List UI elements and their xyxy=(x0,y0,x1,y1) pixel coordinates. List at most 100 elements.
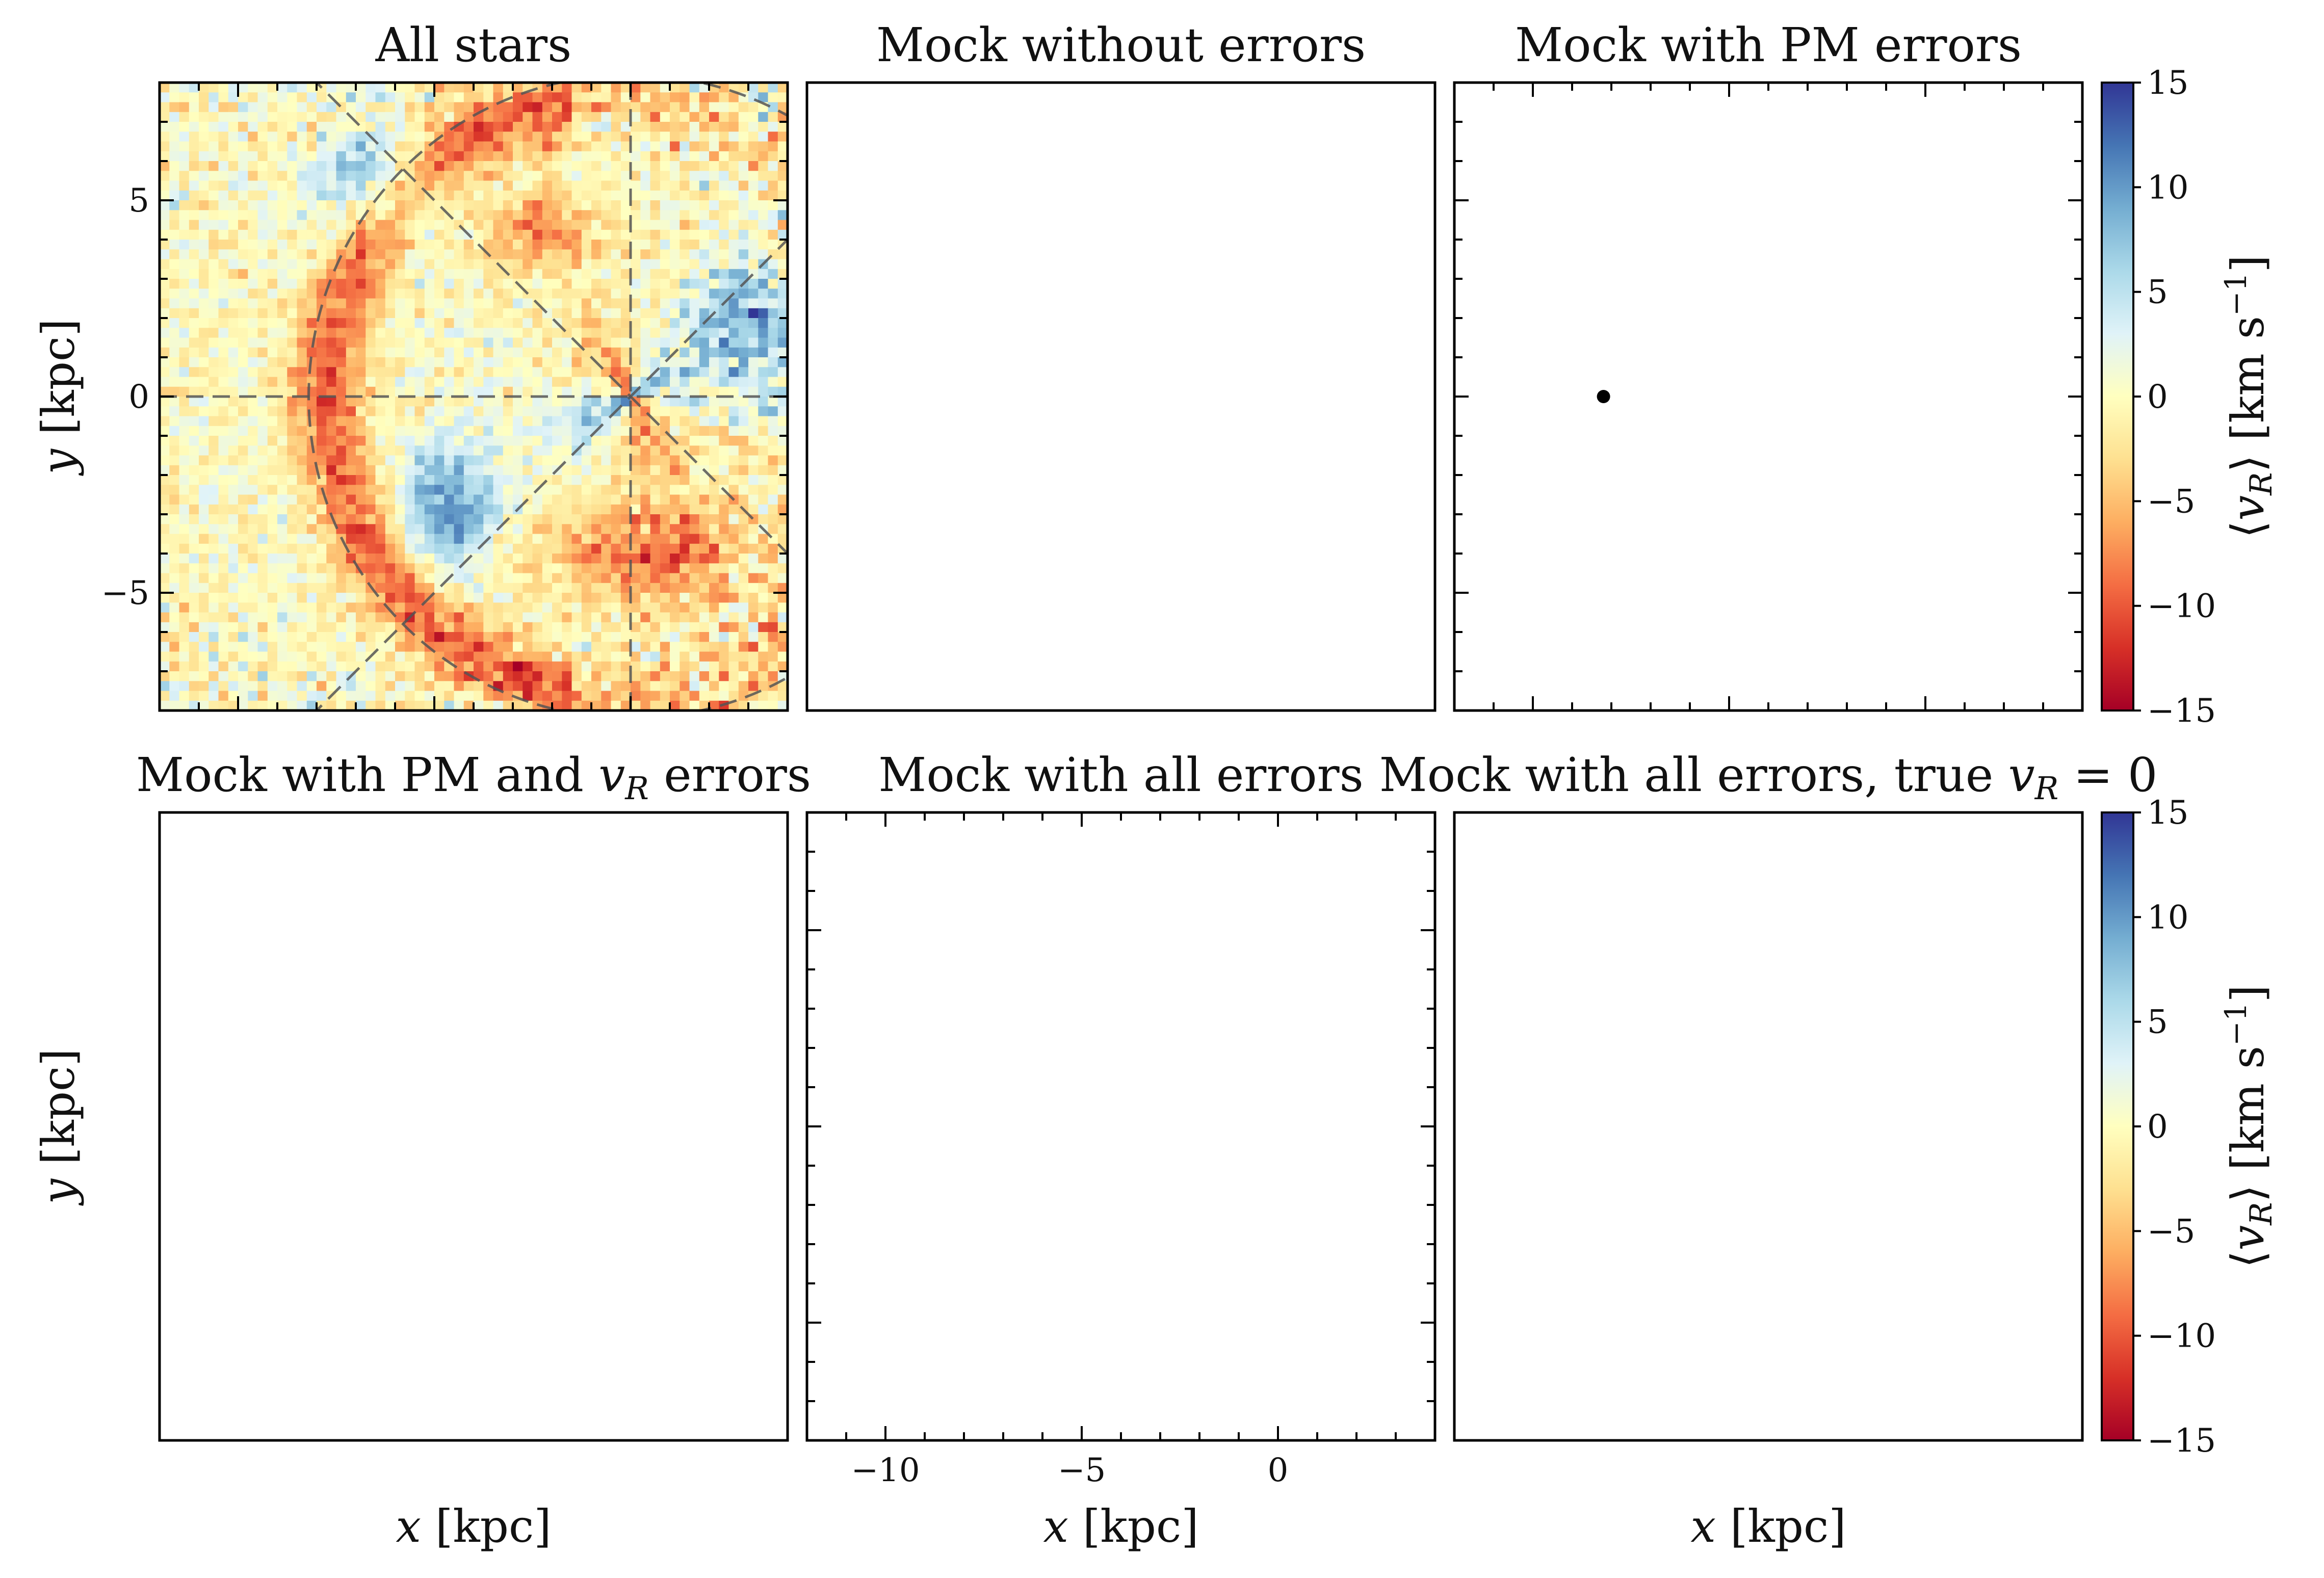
heatmap-cell xyxy=(503,661,513,672)
heatmap-cell xyxy=(719,279,729,289)
heatmap-cell xyxy=(562,337,572,348)
heatmap-cell xyxy=(257,632,268,642)
heatmap-cell xyxy=(277,386,288,397)
heatmap-cell xyxy=(680,180,690,191)
heatmap-cell xyxy=(248,298,258,309)
heatmap-cell xyxy=(640,612,651,623)
heatmap-cell xyxy=(463,465,474,476)
heatmap-cell xyxy=(454,416,464,427)
heatmap-cell xyxy=(267,112,278,122)
heatmap-cell xyxy=(738,288,749,299)
heatmap-cell xyxy=(1974,92,1984,102)
heatmap-cell xyxy=(356,141,366,152)
heatmap-cell xyxy=(218,347,229,358)
heatmap-cell xyxy=(728,347,739,358)
heatmap-cell xyxy=(1739,112,1749,122)
heatmap-cell xyxy=(356,612,366,623)
heatmap-cell xyxy=(670,229,680,240)
heatmap-cell xyxy=(356,308,366,319)
heatmap-cell xyxy=(523,386,533,397)
heatmap-cell xyxy=(169,465,180,476)
heatmap-cell xyxy=(424,200,435,211)
heatmap-cell xyxy=(670,132,680,142)
heatmap-cell xyxy=(699,661,710,672)
heatmap-cell xyxy=(326,465,337,476)
heatmap-cell xyxy=(532,132,543,142)
heatmap-cell xyxy=(532,455,543,466)
heatmap-cell xyxy=(277,367,288,378)
heatmap-cell xyxy=(287,269,298,279)
heatmap-cell xyxy=(444,141,455,152)
heatmap-cell xyxy=(640,397,651,407)
heatmap-cell xyxy=(277,583,288,593)
heatmap-cell xyxy=(552,288,562,299)
heatmap-cell xyxy=(424,554,435,564)
heatmap-cell xyxy=(1808,132,1818,142)
heatmap-cell xyxy=(620,102,631,113)
heatmap-cell xyxy=(493,92,504,103)
heatmap-cell xyxy=(699,259,710,270)
heatmap-cell xyxy=(562,377,572,387)
heatmap-cell xyxy=(326,632,337,642)
heatmap-cell xyxy=(738,455,749,466)
heatmap-cell xyxy=(1906,181,1916,191)
heatmap-cell xyxy=(552,190,562,201)
heatmap-cell xyxy=(689,180,700,191)
heatmap-cell xyxy=(542,132,553,142)
heatmap-cell xyxy=(748,288,759,299)
heatmap-cell xyxy=(1651,122,1661,132)
heatmap-cell xyxy=(650,347,661,358)
heatmap-cell xyxy=(748,612,759,623)
heatmap-cell xyxy=(287,681,298,692)
heatmap-cell xyxy=(257,651,268,662)
heatmap-cell xyxy=(660,416,670,427)
heatmap-cell xyxy=(768,554,778,564)
heatmap-cell xyxy=(287,308,298,319)
heatmap-cell xyxy=(317,240,327,250)
heatmap-cell xyxy=(552,151,562,162)
heatmap-cell xyxy=(1553,151,1563,162)
heatmap-cell xyxy=(1611,161,1622,171)
heatmap-cell xyxy=(631,700,641,711)
heatmap-cell xyxy=(395,337,405,348)
heatmap-cell xyxy=(493,229,504,240)
heatmap-cell xyxy=(297,151,307,162)
heatmap-cell xyxy=(375,622,386,633)
heatmap-cell xyxy=(640,436,651,446)
heatmap-cell xyxy=(346,406,356,417)
heatmap-cell xyxy=(405,397,415,407)
heatmap-cell xyxy=(1533,122,1543,132)
heatmap-cell xyxy=(1484,92,1494,102)
heatmap-cell xyxy=(277,229,288,240)
heatmap-cell xyxy=(532,337,543,348)
heatmap-cell xyxy=(768,240,778,250)
heatmap-cell xyxy=(758,602,769,613)
heatmap-cell xyxy=(562,514,572,524)
heatmap-cell xyxy=(395,308,405,319)
heatmap-cell xyxy=(660,240,670,250)
heatmap-cell xyxy=(326,700,337,711)
heatmap-cell xyxy=(277,534,288,544)
heatmap-cell xyxy=(287,377,298,387)
heatmap-cell xyxy=(257,543,268,554)
heatmap-cell xyxy=(346,691,356,701)
heatmap-cell xyxy=(248,622,258,633)
heatmap-cell xyxy=(434,406,445,417)
heatmap-cell xyxy=(503,691,513,701)
heatmap-cell xyxy=(463,279,474,289)
heatmap-cell xyxy=(493,612,504,623)
heatmap-cell xyxy=(160,612,170,623)
heatmap-cell xyxy=(1582,151,1592,162)
heatmap-cell xyxy=(513,298,523,309)
heatmap-cell xyxy=(189,465,199,476)
heatmap-cell xyxy=(218,102,229,113)
heatmap-cell xyxy=(238,465,248,476)
heatmap-cell xyxy=(680,318,690,328)
heatmap-cell xyxy=(513,681,523,692)
heatmap-cell xyxy=(414,318,425,328)
heatmap-cell xyxy=(346,269,356,279)
heatmap-cell xyxy=(1553,220,1563,230)
heatmap-cell xyxy=(189,445,199,456)
heatmap-cell xyxy=(483,602,494,613)
heatmap-cell xyxy=(650,112,661,122)
